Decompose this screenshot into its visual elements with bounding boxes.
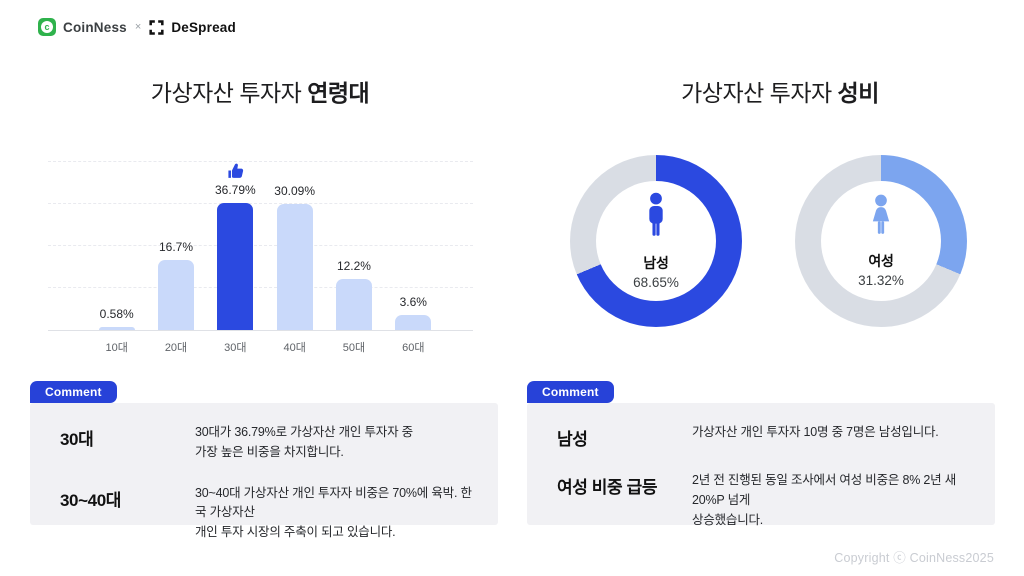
bar-rect: [98, 327, 135, 330]
comment-badge: Comment: [30, 381, 117, 403]
axis-label: 20대: [164, 342, 188, 354]
axis-label: 60대: [402, 342, 425, 354]
thumbs-up-icon: [227, 163, 244, 180]
gender-title-bold: 성비: [837, 80, 880, 106]
female-donut-value: 31.32%: [858, 273, 904, 288]
age-axis-labels: 10대 20대 30대 40대 50대 60대: [48, 339, 473, 355]
comment-term: 여성 비중 급등: [557, 478, 658, 497]
comment-desc: 2년 전 진행된 동일 조사에서 여성 비중은 8% 2년 새 20%P 넘게 …: [692, 473, 957, 527]
comment-desc: 가상자산 개인 투자자 10명 중 7명은 남성입니다.: [692, 425, 939, 439]
bar-rect: [335, 278, 372, 330]
gender-section-title: 가상자산 투자자 성비: [565, 74, 995, 108]
bar-value-label: 0.58%: [99, 307, 134, 321]
female-donut-label: 여성: [868, 253, 894, 269]
male-donut-center: 남성 68.65%: [596, 181, 716, 301]
age-section-title: 가상자산 투자자 연령대: [40, 74, 480, 108]
age-bar-chart: 0.58% 16.7% 36.79% 30.09% 12.2% 3.6%: [48, 161, 473, 331]
male-donut-label: 남성: [643, 255, 669, 271]
gender-comment-panel: Comment 남성 가상자산 개인 투자자 10명 중 7명은 남성입니다. …: [527, 381, 995, 527]
male-person-icon: [643, 192, 669, 246]
bar-value-label: 36.79%: [214, 183, 256, 197]
comment-row: 남성 가상자산 개인 투자자 10명 중 7명은 남성입니다.: [557, 423, 969, 450]
axis-label: 30대: [224, 342, 247, 354]
age-comment-panel: Comment 30대 30대가 36.79%로 가상자산 개인 투자자 중 가…: [30, 381, 498, 539]
bar-30대: 36.79%: [206, 163, 265, 330]
comment-term: 남성: [557, 430, 588, 449]
age-comment-box: 30대 30대가 36.79%로 가상자산 개인 투자자 중 가장 높은 비중을…: [30, 403, 498, 539]
axis-label: 10대: [105, 342, 128, 354]
comment-row: 30~40대 30~40대 가상자산 개인 투자자 비중은 70%에 육박. 한…: [60, 484, 472, 543]
female-donut-center: 여성 31.32%: [821, 181, 941, 301]
coinness-logo-icon: c: [38, 18, 56, 36]
axis-label: 50대: [342, 342, 366, 354]
male-donut-chart: 남성 68.65%: [570, 155, 742, 327]
bar-40대: 30.09%: [265, 163, 324, 330]
bar-10대: 0.58%: [87, 163, 146, 330]
age-title-bold: 연령대: [307, 80, 370, 106]
comment-row: 여성 비중 급등 2년 전 진행된 동일 조사에서 여성 비중은 8% 2년 새…: [557, 471, 969, 530]
bar-rect: [157, 259, 194, 330]
comment-row: 30대 30대가 36.79%로 가상자산 개인 투자자 중 가장 높은 비중을…: [60, 423, 472, 463]
bar-value-label: 3.6%: [399, 294, 427, 309]
bar-value-label: 16.7%: [158, 239, 193, 254]
bar-rect: [276, 203, 313, 330]
axis-label: 40대: [283, 342, 306, 354]
despread-logo-icon: [149, 19, 164, 35]
bar-60대: 3.6%: [384, 163, 443, 330]
bar-rect: [217, 203, 254, 330]
bar-20대: 16.7%: [146, 163, 205, 330]
female-donut-chart: 여성 31.32%: [795, 155, 967, 327]
gender-comment-box: 남성 가상자산 개인 투자자 10명 중 7명은 남성입니다. 여성 비중 급등…: [527, 403, 995, 527]
female-person-icon: [868, 194, 894, 244]
bars-row: 0.58% 16.7% 36.79% 30.09% 12.2% 3.6%: [48, 163, 473, 330]
gridline: [48, 245, 473, 246]
brand-header: c CoinNess × DeSpread: [38, 18, 236, 36]
gridline: [48, 203, 473, 204]
comment-badge: Comment: [527, 381, 614, 403]
gridline: [48, 161, 473, 162]
coinness-brand-text: CoinNess: [63, 19, 127, 35]
comment-term: 30대: [60, 430, 94, 449]
brand-separator: ×: [134, 21, 142, 33]
gender-title-regular: 가상자산 투자자: [681, 80, 838, 106]
bar-rect: [395, 314, 432, 330]
comment-term: 30~40대: [60, 490, 121, 510]
bar-value-label: 12.2%: [336, 258, 371, 273]
despread-brand-text: DeSpread: [171, 19, 236, 35]
comment-desc: 30~40대 가상자산 개인 투자자 비중은 70%에 육박. 한국 가상자산 …: [195, 485, 472, 540]
male-donut-value: 68.65%: [633, 275, 679, 290]
age-title-regular: 가상자산 투자자: [150, 80, 308, 106]
copyright-text: Copyright ⓒ CoinNess2025: [834, 551, 994, 565]
bar-50대: 12.2%: [324, 163, 383, 330]
comment-desc: 30대가 36.79%로 가상자산 개인 투자자 중 가장 높은 비중을 차지합…: [195, 425, 413, 459]
gridline: [48, 287, 473, 288]
bar-value-label: 30.09%: [274, 183, 315, 198]
